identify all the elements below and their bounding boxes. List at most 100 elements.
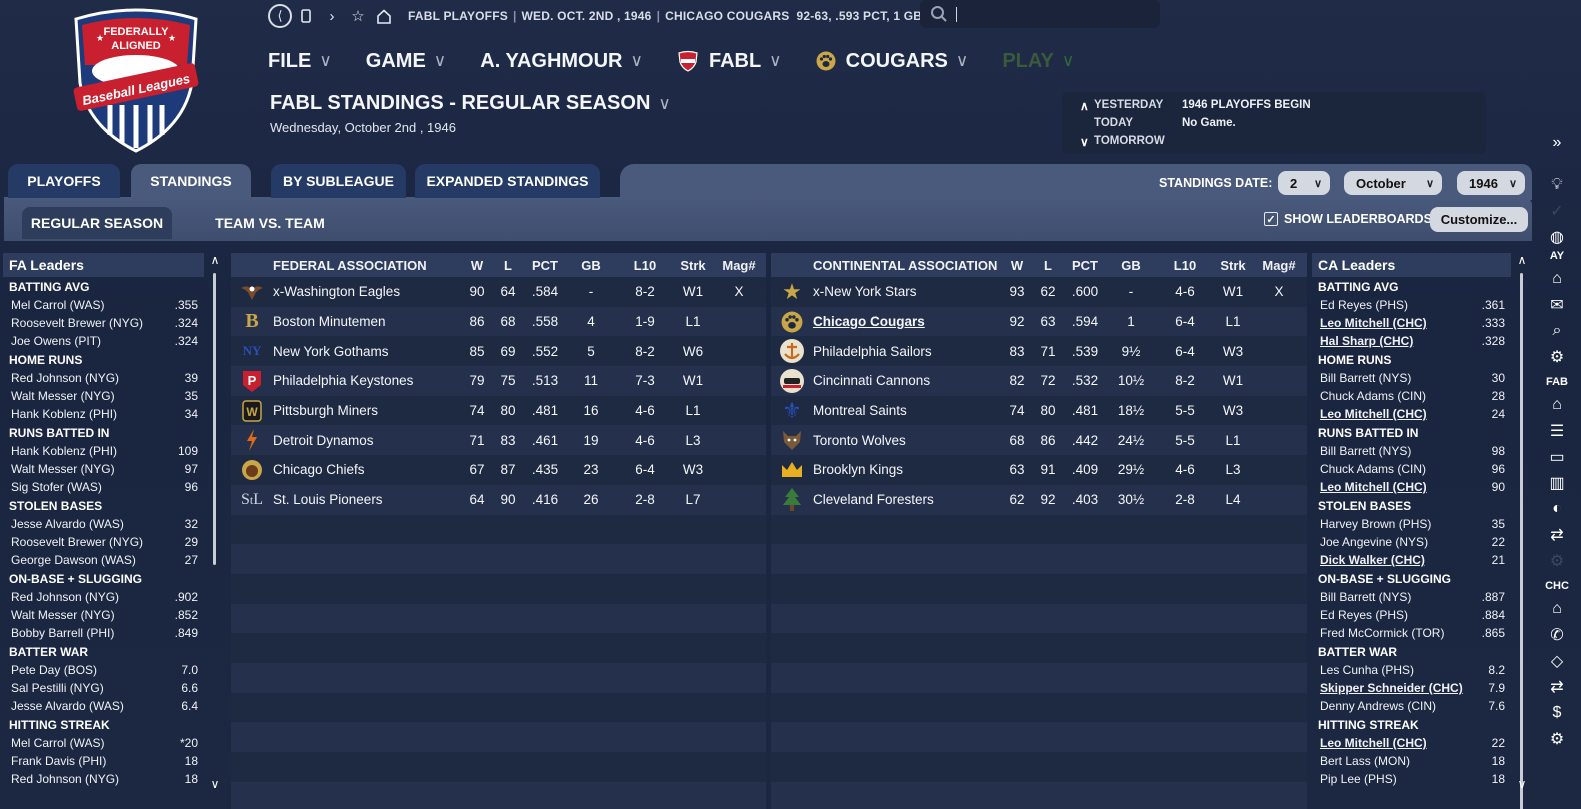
leader-entry[interactable]: Red Johnson (NYG) 18 [3,770,204,788]
cannon-team-logo-icon[interactable] [779,368,805,394]
fa-leaders-scrollbar[interactable]: ∧ ∨ [208,253,222,801]
scroll-down-icon[interactable]: ∨ [1517,777,1527,791]
search-input[interactable] [956,6,1136,22]
chief-team-logo-icon[interactable] [239,457,265,483]
baseball-icon[interactable]: ◐ [1552,500,1562,517]
settings-dim-icon[interactable]: ⚙ [1549,553,1565,570]
leader-player-name[interactable]: Skipper Schneider (CHC) [1320,681,1463,695]
table-row[interactable]: x-Washington Eagles 90 64 .584 - 8-2 W1 X [231,277,766,307]
status-league[interactable]: FABL PLAYOFFS [408,9,508,23]
customize-button[interactable]: Customize... [1430,207,1528,232]
dollar-icon[interactable]: $ [1552,704,1562,721]
ny-team-logo-icon[interactable]: NY [242,343,262,359]
team-name[interactable]: Boston Minutemen [273,314,386,330]
leader-entry[interactable]: Skipper Schneider (CHC) 7.9 [1312,679,1511,697]
leader-entry[interactable]: Frank Davis (PHI) 18 [3,752,204,770]
col-l10[interactable]: L10 [1173,257,1197,273]
leader-category[interactable]: BATTING AVG [9,280,90,294]
leader-entry[interactable]: Walt Messer (NYG) 35 [3,387,204,405]
check-icon[interactable]: ✓ [1550,203,1564,220]
leader-entry[interactable]: Roosevelt Brewer (NYG) 29 [3,533,204,551]
leader-entry[interactable]: Leo Mitchell (CHC) 22 [1312,734,1511,752]
col-gb[interactable]: GB [581,257,601,273]
leader-player-name[interactable]: Leo Mitchell (CHC) [1320,480,1427,494]
phone-icon[interactable]: ✆ [1550,627,1564,644]
scroll-thumb[interactable] [1520,273,1523,809]
ca-leaders-scrollbar[interactable]: ∧ ∨ [1515,253,1529,809]
scroll-thumb[interactable] [213,273,216,565]
team-name[interactable]: x-Washington Eagles [273,284,401,300]
window-icon[interactable] [294,4,318,28]
leader-entry[interactable]: Joe Owens (PIT) .324 [3,332,204,350]
b-team-logo-icon[interactable]: B [245,310,259,333]
col-l10[interactable]: L10 [633,257,657,273]
status-team[interactable]: CHICAGO COUGARS [665,9,790,23]
leader-player-name[interactable]: Bert Lass (MON) [1320,754,1411,768]
leader-category[interactable]: STOLEN BASES [9,499,103,513]
team-name[interactable]: Pittsburgh Miners [273,403,379,419]
leader-player-name[interactable]: Sal Pestilli (NYG) [11,681,104,695]
table-row[interactable]: StL St. Louis Pioneers 64 90 .416 26 2-8 L7 [231,484,766,515]
leader-entry[interactable]: George Dawson (WAS) 27 [3,551,204,569]
chart-icon[interactable]: ▥ [1549,475,1565,492]
anchor-team-logo-icon[interactable] [779,338,805,364]
subtab-regular-season[interactable]: REGULAR SEASON [22,207,172,239]
leader-entry[interactable]: Sal Pestilli (NYG) 6.6 [3,679,204,697]
leader-player-name[interactable]: Jesse Alvardo (WAS) [11,517,124,531]
leader-player-name[interactable]: Bobby Barrell (PHI) [11,626,115,640]
menu-league[interactable]: FABL ∨ [677,50,782,73]
leader-player-name[interactable]: Bill Barrett (NYS) [1320,590,1412,604]
menu-manager[interactable]: A. YAGHMOUR ∨ [480,50,643,73]
leader-player-name[interactable]: George Dawson (WAS) [11,553,136,567]
leader-entry[interactable]: Ed Reyes (PHS) .361 [1312,296,1511,314]
scroll-up-icon[interactable]: ∧ [1517,253,1527,267]
star-team-logo-icon[interactable]: ★ [782,278,802,304]
bolt-team-logo-icon[interactable] [239,427,265,453]
leader-player-name[interactable]: Pip Lee (PHS) [1320,772,1397,786]
continental-association-header[interactable]: CONTINENTAL ASSOCIATION [813,257,998,273]
star-icon[interactable]: ☆ [351,8,365,25]
team-name[interactable]: Cleveland Foresters [813,492,934,508]
leader-player-name[interactable]: Roosevelt Brewer (NYG) [11,535,144,549]
leader-entry[interactable]: Hank Koblenz (PHI) 34 [3,405,204,423]
leader-entry[interactable]: Leo Mitchell (CHC) .333 [1312,314,1511,332]
team-name[interactable]: Montreal Saints [813,403,907,419]
tab-standings[interactable]: STANDINGS [131,164,251,198]
leader-player-name[interactable]: Walt Messer (NYG) [11,608,115,622]
home-icon[interactable] [372,4,396,28]
table-row[interactable]: Cincinnati Cannons 82 72 .532 10½ 8-2 W1 [771,366,1307,396]
team-name[interactable]: x-New York Stars [813,284,917,300]
table-row[interactable]: Detroit Dynamos 71 83 .461 19 4-6 L3 [231,425,766,456]
lightbulb-icon[interactable]: 💡︎ [1551,176,1563,193]
leader-entry[interactable]: Bill Barrett (NYS) 30 [1312,369,1511,387]
expand-icon[interactable]: » [1552,134,1562,151]
leader-entry[interactable]: Ed Reyes (PHS) .884 [1312,606,1511,624]
search-icon[interactable]: ⌕ [1552,322,1562,339]
leader-player-name[interactable]: Sig Stofer (WAS) [11,480,102,494]
leader-player-name[interactable]: Mel Carrol (WAS) [11,298,105,312]
tab-expanded-standings[interactable]: EXPANDED STANDINGS [415,164,600,198]
table-row[interactable]: P Philadelphia Keystones 79 75 .513 11 7-3 W1 [231,366,766,396]
federal-association-header[interactable]: FEDERAL ASSOCIATION [273,257,427,273]
search-box[interactable] [920,0,1160,28]
col-strk[interactable]: Strk [1220,257,1246,273]
leader-category[interactable]: HITTING STREAK [1318,718,1419,732]
leader-entry[interactable]: Walt Messer (NYG) .852 [3,606,204,624]
leader-player-name[interactable]: Leo Mitchell (CHC) [1320,407,1427,421]
team-name[interactable]: Detroit Dynamos [273,432,374,448]
col-pct[interactable]: PCT [1072,257,1098,273]
leader-player-name[interactable]: Mel Carrol (WAS) [11,736,105,750]
fleur-team-logo-icon[interactable]: ⚜ [782,397,802,423]
team-name[interactable]: Brooklyn Kings [813,462,904,478]
p-team-logo-icon[interactable]: P [239,368,265,394]
leader-player-name[interactable]: Roosevelt Brewer (NYG) [11,316,144,330]
transactions-icon[interactable]: ⇄ [1550,527,1564,544]
wolf-team-logo-icon[interactable] [779,427,805,453]
leader-entry[interactable]: Joe Angevine (NYS) 22 [1312,533,1511,551]
table-row[interactable]: W Pittsburgh Miners 74 80 .481 16 4-6 L1 [231,395,766,426]
leader-entry[interactable]: Pete Day (BOS) 7.0 [3,661,204,679]
team-name[interactable]: St. Louis Pioneers [273,492,383,508]
col-mag[interactable]: Mag# [722,257,756,273]
table-row[interactable]: Cleveland Foresters 62 92 .403 30½ 2-8 L4 [771,484,1307,515]
col-pct[interactable]: PCT [532,257,558,273]
